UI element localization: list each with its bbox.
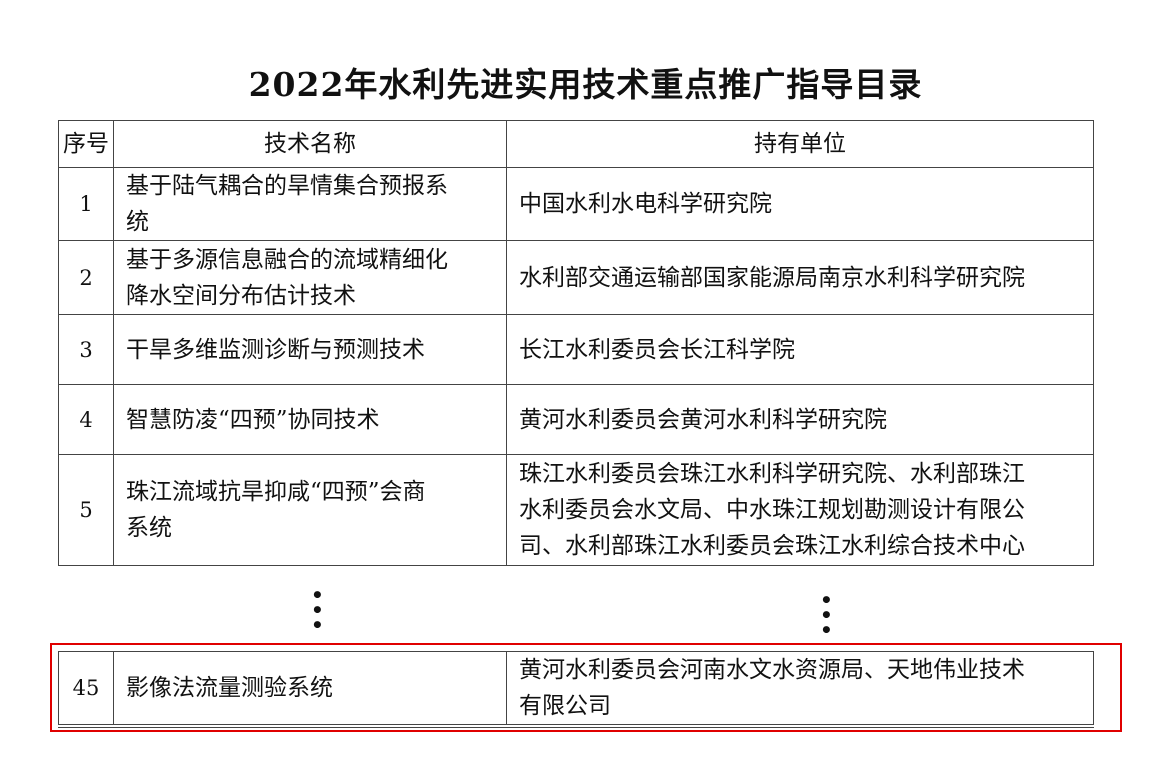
row-number: 45	[58, 651, 114, 727]
holder-name: 黄河水利委员会黄河水利科学研究院	[519, 406, 887, 433]
row-number: 1	[58, 167, 114, 241]
tech-name-cell: 智慧防凌“四预”协同技术	[113, 384, 507, 455]
holder-cell: 水利部交通运输部国家能源局南京水利科学研究院	[506, 240, 1094, 315]
holder-name: 珠江水利委员会珠江水利科学研究院、水利部珠江	[519, 461, 1025, 487]
column-header-name: 技术名称	[113, 120, 507, 168]
tech-name-cell: 干旱多维监测诊断与预测技术	[113, 314, 507, 385]
highlight-box	[50, 643, 1122, 732]
table-row: 1 基于陆气耦合的旱情集合预报系统 中国水利水电科学研究院	[58, 167, 1094, 241]
holder-name: 黄河水利委员会河南水文水资源局、天地伟业技术	[519, 657, 1025, 683]
holder-cell: 珠江水利委员会珠江水利科学研究院、水利部珠江 水利委员会水文局、中水珠江规划勘测设…	[506, 454, 1094, 566]
holder-name: 长江水利委员会长江科学院	[519, 336, 795, 363]
tech-name: 系统	[126, 515, 172, 541]
tech-name: 珠江流域抗旱抑咸“四预”会商	[126, 479, 426, 505]
row-number: 3	[58, 314, 114, 385]
table-row: 3 干旱多维监测诊断与预测技术 长江水利委员会长江科学院	[58, 314, 1094, 385]
document-title: 2022年水利先进实用技术重点推广指导目录	[248, 65, 923, 104]
tech-name-cell: 珠江流域抗旱抑咸“四预”会商 系统	[113, 454, 507, 566]
tech-name: 干旱多维监测诊断与预测技术	[126, 336, 425, 363]
tech-name-cell: 基于多源信息融合的流域精细化 降水空间分布估计技术	[113, 240, 507, 315]
table-row: 5 珠江流域抗旱抑咸“四预”会商 系统 珠江水利委员会珠江水利科学研究院、水利部珠…	[58, 454, 1094, 566]
ellipsis-name-column: • • •	[311, 583, 324, 637]
tech-name: 基于陆气耦合的旱情集合预报系	[126, 173, 448, 199]
tech-name: 基于多源信息融合的流域精细化	[126, 246, 448, 273]
ellipsis-holder-column: • • •	[820, 588, 833, 642]
row-number: 4	[58, 384, 114, 455]
table-row-highlighted: 45 影像法流量测验系统 黄河水利委员会河南水文水资源局、天地伟业技术 有限公司	[58, 651, 1094, 727]
tech-name: 降水空间分布估计技术	[126, 282, 356, 309]
holder-cell: 中国水利水电科学研究院	[506, 167, 1094, 241]
holder-name: 有限公司	[519, 693, 611, 719]
tech-name-cell: 影像法流量测验系统	[113, 651, 507, 727]
table-header: 序号 技术名称 持有单位	[58, 120, 1094, 168]
holder-cell: 长江水利委员会长江科学院	[506, 314, 1094, 385]
row-number: 5	[58, 454, 114, 566]
row-number: 2	[58, 240, 114, 315]
directory-table: 序号 技术名称 持有单位 1 基于陆气耦合的旱情集合预报系统 中国水利水电科学研…	[58, 120, 1094, 566]
holder-cell: 黄河水利委员会河南水文水资源局、天地伟业技术 有限公司	[506, 651, 1094, 727]
table-row: 2 基于多源信息融合的流域精细化 降水空间分布估计技术 水利部交通运输部国家能源局…	[58, 240, 1094, 315]
table-row: 4 智慧防凌“四预”协同技术 黄河水利委员会黄河水利科学研究院	[58, 384, 1094, 455]
holder-name: 水利委员会水文局、中水珠江规划勘测设计有限公	[519, 497, 1025, 523]
tech-name: 影像法流量测验系统	[126, 675, 333, 701]
holder-name: 水利部交通运输部国家能源局南京水利科学研究院	[519, 264, 1025, 291]
holder-cell: 黄河水利委员会黄河水利科学研究院	[506, 384, 1094, 455]
column-header-holder: 持有单位	[506, 120, 1094, 168]
tech-name: 统	[126, 209, 149, 235]
holder-name: 中国水利水电科学研究院	[519, 191, 772, 217]
highlighted-row-table: 45 影像法流量测验系统 黄河水利委员会河南水文水资源局、天地伟业技术 有限公司	[58, 651, 1094, 728]
tech-name-cell: 基于陆气耦合的旱情集合预报系统	[113, 167, 507, 241]
tech-name: 智慧防凌“四预”协同技术	[126, 406, 380, 433]
holder-name: 司、水利部珠江水利委员会珠江水利综合技术中心	[519, 533, 1025, 559]
column-header-no: 序号	[58, 120, 114, 168]
